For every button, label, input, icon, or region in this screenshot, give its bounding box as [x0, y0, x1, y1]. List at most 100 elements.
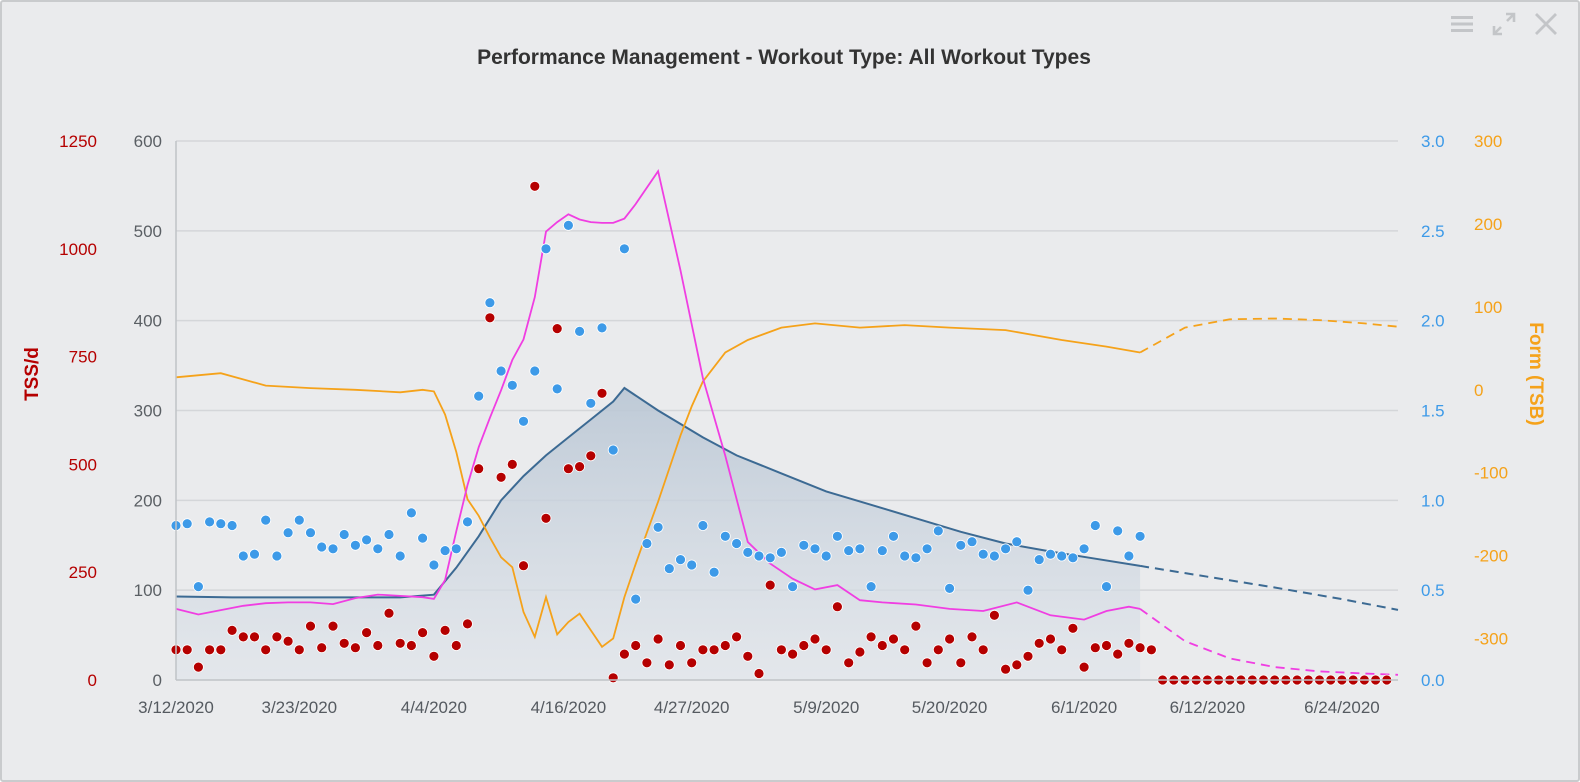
tss-point[interactable]: [237, 631, 249, 643]
if-point[interactable]: [181, 518, 193, 530]
tss-point[interactable]: [518, 560, 529, 572]
if-point[interactable]: [854, 543, 866, 555]
tss-point[interactable]: [1078, 661, 1090, 673]
if-point[interactable]: [327, 543, 339, 555]
tss-point[interactable]: [753, 668, 765, 679]
if-point[interactable]: [820, 550, 832, 562]
if-point[interactable]: [955, 539, 967, 551]
tss-point[interactable]: [764, 579, 776, 591]
tss-point[interactable]: [899, 644, 911, 656]
tss-point[interactable]: [574, 461, 585, 473]
if-point[interactable]: [731, 538, 742, 549]
if-point[interactable]: [1112, 525, 1124, 537]
if-point[interactable]: [675, 554, 686, 565]
tss-point[interactable]: [450, 640, 462, 651]
tss-point[interactable]: [675, 640, 686, 651]
tss-point[interactable]: [641, 657, 653, 669]
if-point[interactable]: [338, 529, 350, 540]
if-point[interactable]: [1033, 554, 1045, 565]
if-point[interactable]: [563, 219, 574, 231]
if-point[interactable]: [450, 543, 462, 555]
tss-point[interactable]: [686, 657, 698, 669]
if-point[interactable]: [305, 527, 316, 539]
tss-point[interactable]: [271, 631, 283, 643]
if-point[interactable]: [921, 543, 933, 555]
if-point[interactable]: [686, 559, 698, 571]
if-point[interactable]: [439, 545, 451, 556]
tss-point[interactable]: [652, 633, 664, 645]
if-point[interactable]: [843, 545, 855, 556]
if-point[interactable]: [495, 365, 507, 377]
if-point[interactable]: [585, 397, 597, 409]
if-point[interactable]: [518, 415, 529, 427]
tss-point[interactable]: [405, 640, 417, 651]
tss-point[interactable]: [338, 637, 350, 649]
if-point[interactable]: [394, 550, 406, 562]
tss-point[interactable]: [417, 627, 429, 638]
if-point[interactable]: [506, 379, 518, 391]
tss-point[interactable]: [215, 644, 227, 656]
if-point[interactable]: [708, 566, 720, 578]
if-point[interactable]: [405, 507, 417, 519]
if-point[interactable]: [832, 530, 843, 542]
if-point[interactable]: [316, 541, 328, 553]
if-point[interactable]: [293, 514, 305, 526]
if-point[interactable]: [596, 322, 608, 334]
tss-point[interactable]: [394, 637, 406, 649]
if-point[interactable]: [742, 547, 754, 558]
tss-point[interactable]: [428, 650, 440, 662]
if-point[interactable]: [1056, 550, 1068, 562]
hamburger-menu-icon[interactable]: [1448, 10, 1476, 38]
tss-point[interactable]: [439, 625, 451, 636]
tss-point[interactable]: [888, 633, 899, 645]
tss-point[interactable]: [484, 312, 496, 324]
if-point[interactable]: [383, 529, 395, 540]
tss-point[interactable]: [1089, 642, 1101, 654]
expand-icon[interactable]: [1490, 10, 1518, 38]
tss-point[interactable]: [955, 657, 967, 669]
tss-point[interactable]: [1045, 633, 1056, 645]
tss-point[interactable]: [663, 659, 675, 671]
tss-point[interactable]: [1011, 659, 1023, 671]
tss-point[interactable]: [932, 644, 944, 656]
tss-point[interactable]: [1056, 644, 1068, 656]
if-point[interactable]: [764, 552, 776, 564]
tss-point[interactable]: [495, 471, 507, 483]
tss-point[interactable]: [204, 644, 216, 656]
tss-point[interactable]: [585, 450, 597, 462]
if-point[interactable]: [462, 516, 473, 528]
tss-point[interactable]: [697, 644, 709, 656]
tss-point[interactable]: [260, 644, 272, 656]
tss-point[interactable]: [966, 631, 978, 643]
if-point[interactable]: [630, 593, 642, 605]
tss-point[interactable]: [944, 633, 955, 645]
if-point[interactable]: [809, 543, 821, 555]
tss-point[interactable]: [1134, 642, 1146, 654]
if-point[interactable]: [484, 297, 496, 309]
tss-point[interactable]: [506, 458, 518, 470]
if-point[interactable]: [372, 543, 384, 555]
if-point[interactable]: [529, 365, 541, 377]
tss-point[interactable]: [1022, 650, 1034, 662]
tss-point[interactable]: [843, 657, 855, 669]
if-point[interactable]: [899, 550, 911, 562]
tss-point[interactable]: [742, 650, 754, 662]
tss-point[interactable]: [630, 640, 642, 651]
tss-point[interactable]: [181, 644, 193, 656]
if-point[interactable]: [361, 534, 373, 546]
if-point[interactable]: [697, 520, 709, 531]
tss-point[interactable]: [226, 625, 238, 636]
tss-point[interactable]: [192, 661, 204, 673]
tss-point[interactable]: [282, 635, 294, 647]
if-point[interactable]: [1011, 536, 1023, 548]
if-point[interactable]: [237, 550, 249, 562]
if-point[interactable]: [663, 563, 675, 574]
if-point[interactable]: [652, 521, 664, 533]
if-point[interactable]: [349, 539, 361, 551]
tss-point[interactable]: [809, 633, 821, 645]
tss-point[interactable]: [832, 601, 843, 613]
tss-point[interactable]: [1123, 637, 1135, 649]
if-point[interactable]: [865, 581, 877, 592]
if-point[interactable]: [944, 583, 955, 594]
tss-point[interactable]: [719, 640, 731, 651]
